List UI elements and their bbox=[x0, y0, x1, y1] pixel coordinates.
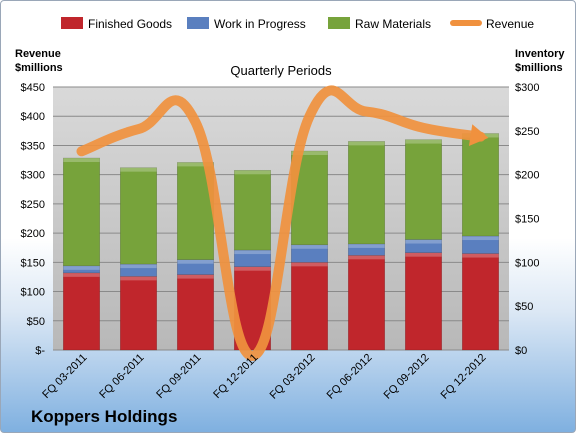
bar-segment-raw-materials bbox=[234, 170, 271, 251]
legend-label-raw-materials: Raw Materials bbox=[355, 17, 431, 31]
legend-swatch-raw-materials bbox=[328, 17, 350, 29]
right-tick-label: $50 bbox=[515, 301, 533, 313]
left-tick-label: $200 bbox=[21, 228, 45, 240]
legend-label-revenue: Revenue bbox=[486, 17, 534, 31]
bar-segment-finished-goods bbox=[177, 274, 214, 351]
bar-segment-work-in-progress bbox=[177, 259, 214, 275]
bar-segment-highlight bbox=[63, 272, 100, 277]
company-name: Koppers Holdings bbox=[31, 407, 177, 426]
bar-segment-highlight bbox=[348, 243, 385, 248]
left-axis-ticks: $- $50 $100 $150 $200 $250 $300 $350 $400 $450 bbox=[21, 82, 46, 357]
legend-swatch-work-in-progress bbox=[187, 17, 209, 29]
left-tick-label: $100 bbox=[21, 287, 45, 299]
bar-segment-highlight bbox=[291, 244, 328, 249]
bar-segment-highlight bbox=[462, 236, 499, 241]
legend-swatch-finished-goods bbox=[61, 17, 83, 29]
bar-segment-highlight bbox=[120, 264, 157, 269]
right-tick-label: $200 bbox=[515, 170, 539, 182]
bar-segment-raw-materials bbox=[405, 139, 442, 240]
legend: Finished Goods Work in Progress Raw Mate… bbox=[61, 17, 534, 31]
bar-segment-highlight bbox=[405, 252, 442, 257]
bar-segment-highlight bbox=[177, 274, 214, 279]
revenue-line bbox=[76, 85, 486, 361]
bar-segment-finished-goods bbox=[462, 253, 499, 351]
right-axis-title-line2: $millions bbox=[515, 62, 563, 74]
bar-segment-work-in-progress bbox=[462, 235, 499, 254]
bar-segment-highlight bbox=[234, 250, 271, 255]
bar-segment-finished-goods bbox=[348, 255, 385, 351]
bar-segment-highlight bbox=[348, 141, 385, 146]
bar-segment-raw-materials bbox=[63, 157, 100, 267]
revenue-line-layer bbox=[76, 85, 489, 361]
bar-segment-highlight bbox=[291, 150, 328, 155]
bar-segment-highlight bbox=[348, 255, 385, 260]
left-tick-label: $350 bbox=[21, 140, 45, 152]
right-tick-label: $300 bbox=[515, 82, 539, 94]
bar-segment-raw-materials bbox=[120, 167, 157, 265]
right-tick-label: $250 bbox=[515, 126, 539, 138]
bar-segment-highlight bbox=[405, 139, 442, 144]
left-tick-label: $50 bbox=[27, 316, 45, 328]
legend-label-work-in-progress: Work in Progress bbox=[214, 17, 306, 31]
bar-segment-highlight bbox=[291, 262, 328, 267]
bar-segment-highlight bbox=[63, 158, 100, 163]
left-tick-label: $450 bbox=[21, 82, 45, 94]
bar-segment-highlight bbox=[234, 266, 271, 271]
bar-segment-highlight bbox=[120, 276, 157, 281]
bars-layer bbox=[63, 133, 499, 351]
bar-segment-finished-goods bbox=[405, 252, 442, 351]
x-tick-label: FQ 12-2011 bbox=[211, 352, 260, 401]
left-tick-label: $300 bbox=[21, 170, 45, 182]
x-tick-label: FQ 06-2012 bbox=[325, 352, 375, 402]
right-tick-label: $100 bbox=[515, 257, 539, 269]
chart-title: Quarterly Periods bbox=[230, 63, 332, 78]
x-tick-label: FQ 09-2011 bbox=[154, 352, 203, 401]
revenue-line-arrowhead bbox=[468, 124, 489, 147]
x-tick-label: FQ 12-2012 bbox=[439, 352, 489, 402]
right-axis-ticks: $0 $50 $100 $150 $200 $250 $300 bbox=[515, 82, 539, 357]
left-tick-label: $- bbox=[35, 345, 45, 357]
left-axis-title-line2: $millions bbox=[15, 62, 63, 74]
right-tick-label: $150 bbox=[515, 214, 539, 226]
bar-segment-raw-materials bbox=[462, 133, 499, 237]
left-axis-title-line1: Revenue bbox=[15, 48, 61, 60]
x-tick-label: FQ 09-2012 bbox=[382, 352, 432, 402]
right-axis-title-line1: Inventory bbox=[515, 48, 565, 60]
x-tick-label: FQ 06-2011 bbox=[97, 352, 146, 401]
x-tick-label: FQ 03-2012 bbox=[268, 352, 318, 402]
bar-segment-raw-materials bbox=[348, 141, 385, 245]
bar-segment-highlight bbox=[462, 253, 499, 258]
bar-segment-highlight bbox=[234, 170, 271, 175]
left-tick-label: $150 bbox=[21, 257, 45, 269]
bar-segment-finished-goods bbox=[291, 262, 328, 351]
left-tick-label: $250 bbox=[21, 199, 45, 211]
x-axis-ticks: FQ 03-2011 FQ 06-2011 FQ 09-2011 FQ 12-2011… bbox=[40, 352, 488, 402]
bar-segment-finished-goods bbox=[120, 276, 157, 351]
left-tick-label: $400 bbox=[21, 111, 45, 123]
bar-segment-highlight bbox=[405, 239, 442, 244]
x-tick-label: FQ 03-2011 bbox=[40, 352, 89, 401]
bar-segment-highlight bbox=[177, 259, 214, 264]
bar-segment-highlight bbox=[177, 162, 214, 167]
bar-segment-highlight bbox=[120, 167, 157, 172]
right-tick-label: $0 bbox=[515, 345, 527, 357]
bar-segment-highlight bbox=[63, 265, 100, 270]
bar-segment-finished-goods bbox=[63, 272, 100, 351]
legend-label-finished-goods: Finished Goods bbox=[88, 17, 172, 31]
